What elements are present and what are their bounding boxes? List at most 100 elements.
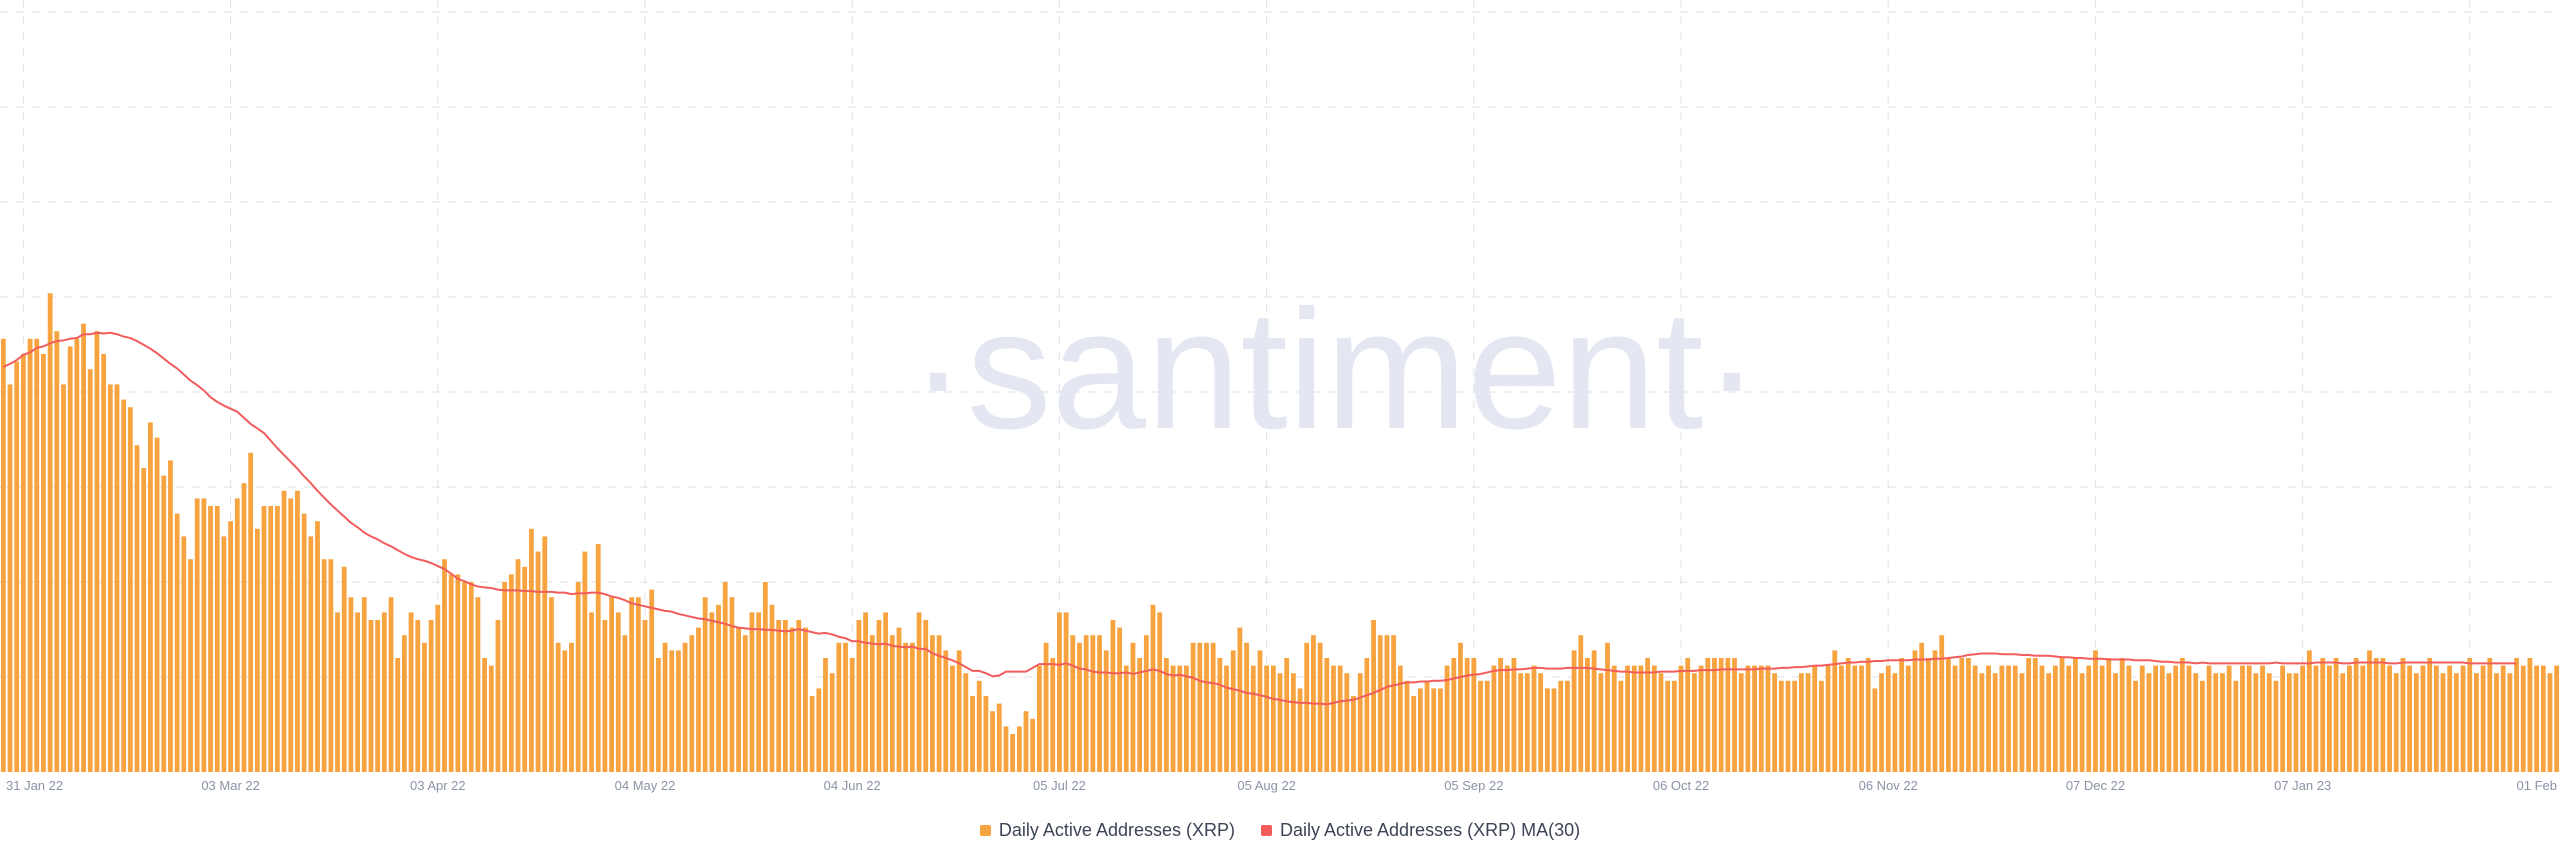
bar[interactable] <box>635 597 641 772</box>
bar[interactable] <box>488 665 494 772</box>
bar[interactable] <box>1498 658 1503 772</box>
bar[interactable] <box>1785 680 1791 772</box>
bar[interactable] <box>14 361 20 772</box>
bar[interactable] <box>2193 673 2199 772</box>
bar[interactable] <box>809 696 815 772</box>
bar[interactable] <box>395 658 401 772</box>
bar[interactable] <box>2206 665 2212 772</box>
bar[interactable] <box>615 612 621 772</box>
bar[interactable] <box>348 597 354 772</box>
bar[interactable] <box>2240 665 2245 772</box>
bar[interactable] <box>990 711 995 772</box>
bar[interactable] <box>1357 673 1363 772</box>
bar[interactable] <box>1057 612 1062 772</box>
bar[interactable] <box>983 696 989 772</box>
bar[interactable] <box>1899 658 1905 772</box>
bar[interactable] <box>268 506 274 772</box>
bar[interactable] <box>515 559 521 772</box>
bar[interactable] <box>836 642 842 772</box>
bar[interactable] <box>1384 635 1390 772</box>
bar[interactable] <box>1137 658 1143 772</box>
bar[interactable] <box>2520 665 2526 772</box>
bar[interactable] <box>188 559 193 772</box>
bar[interactable] <box>321 559 327 772</box>
bar[interactable] <box>869 635 875 772</box>
bar[interactable] <box>1504 665 1510 772</box>
bar[interactable] <box>401 635 407 772</box>
bar[interactable] <box>1010 734 1016 772</box>
bar[interactable] <box>843 642 848 772</box>
bar[interactable] <box>889 635 895 772</box>
bar[interactable] <box>1551 688 1557 772</box>
bar[interactable] <box>1805 673 1811 772</box>
bar[interactable] <box>1277 673 1283 772</box>
bar[interactable] <box>1417 688 1423 772</box>
bar[interactable] <box>1839 665 1844 772</box>
bar[interactable] <box>1852 665 1858 772</box>
ma-line[interactable] <box>2 331 2517 706</box>
bar[interactable] <box>1484 680 1490 772</box>
bar[interactable] <box>274 506 280 772</box>
bar[interactable] <box>876 620 882 772</box>
bar[interactable] <box>254 528 260 772</box>
bar[interactable] <box>1438 688 1443 772</box>
bar[interactable] <box>2340 673 2346 772</box>
bar[interactable] <box>1932 650 1938 772</box>
bar[interactable] <box>234 498 240 772</box>
bar[interactable] <box>415 620 421 772</box>
bar[interactable] <box>1451 658 1457 772</box>
bar[interactable] <box>542 536 548 772</box>
bar[interactable] <box>1611 665 1617 772</box>
bar[interactable] <box>2233 680 2239 772</box>
bar[interactable] <box>1678 665 1684 772</box>
bar[interactable] <box>1885 665 1891 772</box>
bar[interactable] <box>2460 665 2466 772</box>
bar[interactable] <box>1591 650 1597 772</box>
bar[interactable] <box>428 620 434 772</box>
bar[interactable] <box>1224 665 1229 772</box>
bar[interactable] <box>2273 680 2279 772</box>
bar[interactable] <box>34 338 40 772</box>
bar[interactable] <box>1063 612 1069 772</box>
bar[interactable] <box>782 620 788 772</box>
bar[interactable] <box>1464 658 1470 772</box>
bar[interactable] <box>2059 658 2065 772</box>
bar[interactable] <box>2119 658 2125 772</box>
bar[interactable] <box>2514 658 2519 772</box>
bar[interactable] <box>1565 680 1570 772</box>
bar[interactable] <box>1324 658 1330 772</box>
bar[interactable] <box>2046 673 2052 772</box>
bar[interactable] <box>1872 688 1878 772</box>
bar[interactable] <box>208 506 213 772</box>
bar[interactable] <box>335 612 340 772</box>
bar[interactable] <box>475 597 481 772</box>
bar[interactable] <box>2380 658 2386 772</box>
bar[interactable] <box>1257 650 1263 772</box>
bar[interactable] <box>2266 673 2272 772</box>
bar[interactable] <box>1290 673 1296 772</box>
bar[interactable] <box>676 650 681 772</box>
bar[interactable] <box>2086 665 2092 772</box>
bar[interactable] <box>448 574 454 772</box>
bar[interactable] <box>1297 688 1303 772</box>
bar[interactable] <box>1003 726 1009 772</box>
bar[interactable] <box>1698 665 1704 772</box>
bar[interactable] <box>950 665 955 772</box>
bar[interactable] <box>315 521 320 772</box>
bar[interactable] <box>789 627 795 772</box>
bar[interactable] <box>328 559 334 772</box>
bar[interactable] <box>1204 642 1209 772</box>
bar[interactable] <box>41 354 46 772</box>
bar[interactable] <box>1705 658 1711 772</box>
bar[interactable] <box>669 650 675 772</box>
bar[interactable] <box>435 604 441 772</box>
bar[interactable] <box>2313 665 2319 772</box>
legend-item-bars[interactable]: Daily Active Addresses (XRP) <box>979 820 1235 841</box>
bar[interactable] <box>1143 635 1149 772</box>
bar[interactable] <box>1765 665 1771 772</box>
bar[interactable] <box>1585 658 1590 772</box>
bar[interactable] <box>1210 642 1216 772</box>
bar[interactable] <box>2540 665 2546 772</box>
bar[interactable] <box>776 620 782 772</box>
bar[interactable] <box>127 407 133 772</box>
